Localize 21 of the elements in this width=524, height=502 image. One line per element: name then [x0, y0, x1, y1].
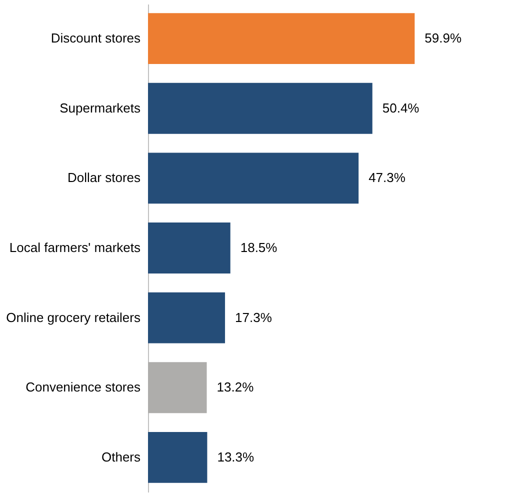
data-label: 50.4% [382, 100, 420, 116]
y-tick-label: Others [101, 449, 141, 464]
data-label: 13.2% [216, 380, 254, 395]
bar [148, 13, 415, 64]
y-tick-label: Online grocery retailers [6, 310, 141, 325]
bar [148, 362, 207, 414]
bar [148, 82, 372, 134]
bar [148, 432, 208, 483]
data-label: 59.9% [424, 30, 462, 46]
data-label: 18.5% [240, 240, 278, 255]
data-label: 17.3% [235, 310, 272, 325]
data-label: 13.3% [217, 449, 255, 464]
bar [148, 292, 226, 344]
y-tick-label: Local farmers' markets [9, 240, 141, 255]
y-tick-label: Convenience stores [26, 380, 141, 395]
bar [148, 152, 359, 204]
y-tick-label: Discount stores [50, 30, 141, 46]
bar [148, 222, 230, 274]
y-tick-label: Dollar stores [68, 170, 141, 186]
y-tick-label: Supermarkets [60, 100, 141, 116]
data-label: 47.3% [368, 170, 406, 186]
